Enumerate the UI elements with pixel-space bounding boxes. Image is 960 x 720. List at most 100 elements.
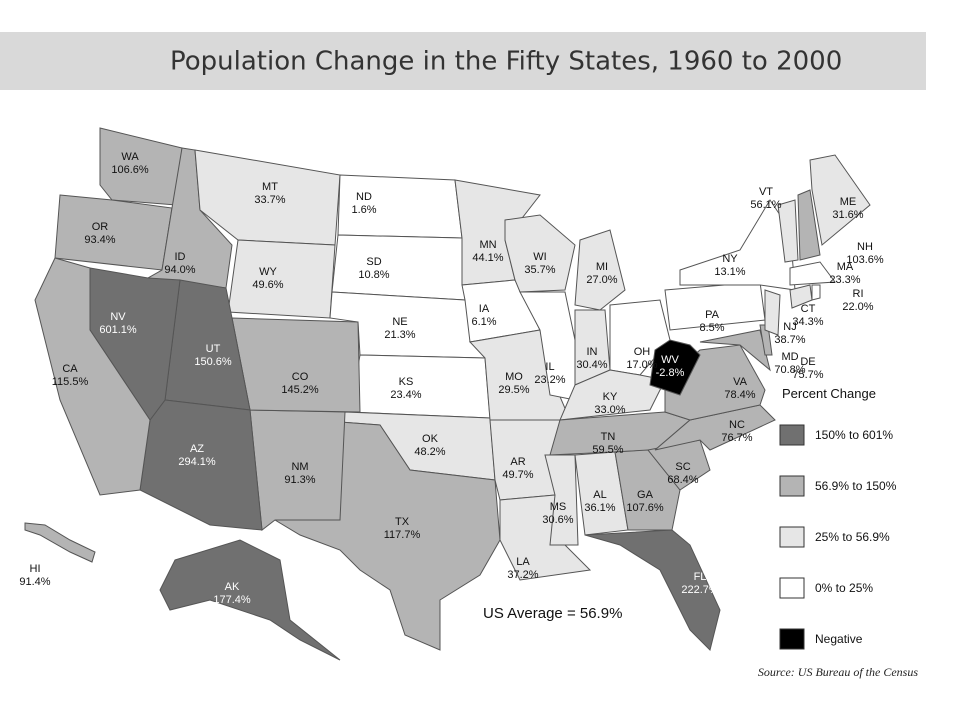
state-abbr: AZ — [190, 443, 204, 455]
legend-swatch — [779, 526, 805, 548]
average-note: US Average = 56.9% — [483, 605, 622, 622]
state-abbr: MI — [596, 261, 608, 273]
state-abbr: PA — [705, 309, 720, 321]
state-shape — [789, 261, 836, 286]
legend-label: 25% to 56.9% — [815, 530, 890, 544]
state-abbr: WY — [259, 266, 277, 278]
state-abbr: WA — [121, 151, 139, 163]
state-change: 30.4% — [576, 359, 607, 371]
state-change: 29.5% — [498, 384, 529, 396]
state-change: 23.2% — [534, 374, 565, 386]
state-change: 177.4% — [213, 594, 251, 606]
state-abbr: HI — [30, 563, 41, 575]
state-abbr: NE — [392, 316, 407, 328]
state-abbr: MN — [479, 239, 496, 251]
state-abbr: NM — [291, 461, 308, 473]
legend-label: 56.9% to 150% — [815, 479, 897, 493]
state-change: 31.6% — [832, 209, 863, 221]
state-shape — [273, 421, 501, 651]
state-shape — [24, 522, 96, 563]
state-shape — [331, 234, 466, 301]
state-change: 6.1% — [471, 316, 496, 328]
state-abbr: MO — [505, 371, 523, 383]
state-change: 222.7% — [681, 584, 719, 596]
state-shape — [797, 189, 821, 261]
state-abbr: KY — [603, 391, 618, 403]
state-abbr: IA — [479, 303, 490, 315]
state-shape — [809, 154, 871, 246]
state-change: 21.3% — [384, 329, 415, 341]
states — [24, 127, 871, 661]
legend-label: 150% to 601% — [815, 428, 893, 442]
state-change: 115.5% — [52, 376, 89, 388]
state-change: 106.6% — [111, 164, 149, 176]
state-abbr: ME — [840, 196, 857, 208]
state-change: 44.1% — [472, 252, 503, 264]
state-change: 91.3% — [284, 474, 315, 486]
state-change: 33.7% — [254, 194, 285, 206]
legend-swatch — [779, 577, 805, 599]
legend-swatch — [779, 424, 805, 446]
state-abbr: TX — [395, 516, 410, 528]
state-change: 22.0% — [842, 301, 873, 313]
state-change: 30.6% — [542, 514, 573, 526]
state-abbr: OR — [92, 221, 109, 233]
state-change: 103.6% — [846, 254, 884, 266]
state-abbr: WV — [661, 354, 679, 366]
state-change: 150.6% — [194, 356, 232, 368]
state-abbr: MA — [837, 261, 854, 273]
state-change: 107.6% — [626, 502, 664, 514]
state-shape — [99, 127, 183, 206]
state-abbr: KS — [399, 376, 414, 388]
state-shape — [649, 339, 701, 396]
state-change: 93.4% — [84, 234, 115, 246]
state-abbr: CA — [62, 363, 78, 375]
legend: 150% to 601% 56.9% to 150% 25% to 56.9% 0% … — [779, 424, 897, 650]
state-abbr: WI — [533, 251, 546, 263]
state-abbr: AL — [593, 489, 606, 501]
state-abbr: ID — [175, 251, 186, 263]
state-change: 68.4% — [667, 474, 698, 486]
state-abbr: LA — [516, 556, 530, 568]
state-change: 49.6% — [252, 279, 283, 291]
state-change: 1.6% — [351, 204, 376, 216]
state-change: 70.8% — [774, 364, 805, 376]
legend-title: Percent Change — [782, 386, 876, 401]
state-change: 37.2% — [507, 569, 538, 581]
state-change: 23.3% — [829, 274, 860, 286]
legend-swatch — [779, 628, 805, 650]
state-abbr: VA — [733, 376, 748, 388]
state-shape — [54, 194, 173, 271]
state-shape — [34, 257, 151, 496]
state-change: 17.0% — [626, 359, 657, 371]
state-change: 13.1% — [714, 266, 745, 278]
state-abbr: MS — [550, 501, 567, 513]
state-shape — [544, 454, 579, 546]
state-change: 38.7% — [774, 334, 805, 346]
state-change: -2.8% — [656, 367, 685, 379]
state-abbr: RI — [853, 288, 864, 300]
state-abbr: MT — [262, 181, 278, 193]
state-change: 36.1% — [584, 502, 615, 514]
state-abbr: CT — [801, 303, 816, 315]
state-shape — [777, 199, 799, 263]
title: Population Change in the Fifty States, 1… — [170, 47, 842, 77]
state-shape — [699, 329, 771, 372]
state-shape — [504, 214, 576, 293]
state-shape — [159, 539, 341, 661]
state-abbr: ND — [356, 191, 372, 203]
state-change: 27.0% — [586, 274, 617, 286]
state-shape — [811, 284, 821, 301]
state-abbr: TN — [601, 431, 616, 443]
state-change: 91.4% — [19, 576, 50, 588]
state-abbr: NJ — [783, 321, 796, 333]
state-abbr: DE — [800, 356, 815, 368]
state-abbr: NV — [110, 311, 126, 323]
state-abbr: CO — [292, 371, 309, 383]
state-abbr: FL — [694, 571, 707, 583]
state-shape — [349, 354, 491, 419]
state-change: 48.2% — [414, 446, 445, 458]
